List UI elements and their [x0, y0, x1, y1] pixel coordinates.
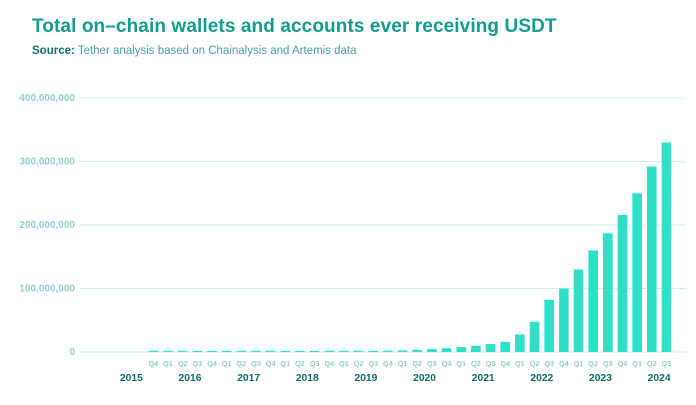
svg-text:Q2: Q2: [647, 359, 657, 368]
svg-text:Q2: Q2: [178, 359, 188, 368]
svg-text:Q4: Q4: [618, 359, 629, 368]
svg-text:Q3: Q3: [486, 359, 496, 368]
svg-text:Q2: Q2: [295, 359, 305, 368]
svg-text:400,000,000: 400,000,000: [19, 93, 75, 104]
svg-text:Q2: Q2: [588, 359, 598, 368]
svg-text:2016: 2016: [179, 373, 202, 384]
svg-text:2022: 2022: [530, 373, 553, 384]
svg-text:Q2: Q2: [471, 359, 481, 368]
svg-text:Q1: Q1: [339, 359, 349, 368]
svg-text:2020: 2020: [413, 373, 436, 384]
svg-text:Q2: Q2: [412, 359, 422, 368]
svg-text:Q4: Q4: [500, 359, 511, 368]
svg-text:Q1: Q1: [515, 359, 525, 368]
svg-text:Q2: Q2: [354, 359, 364, 368]
svg-text:2021: 2021: [472, 373, 495, 384]
svg-text:Q4: Q4: [324, 359, 335, 368]
svg-text:Q2: Q2: [530, 359, 540, 368]
svg-text:Q4: Q4: [148, 359, 159, 368]
svg-text:2017: 2017: [237, 373, 260, 384]
svg-text:2024: 2024: [648, 373, 671, 384]
svg-text:Q1: Q1: [574, 359, 584, 368]
svg-text:200,000,000: 200,000,000: [19, 220, 75, 231]
svg-text:Q1: Q1: [163, 359, 173, 368]
svg-text:Q3: Q3: [251, 359, 261, 368]
svg-text:Q4: Q4: [383, 359, 394, 368]
svg-text:Q4: Q4: [559, 359, 570, 368]
svg-text:2015: 2015: [120, 373, 143, 384]
svg-text:2019: 2019: [354, 373, 377, 384]
svg-text:Q1: Q1: [280, 359, 290, 368]
svg-text:Q4: Q4: [442, 359, 453, 368]
svg-text:Q3: Q3: [662, 359, 672, 368]
svg-text:Q3: Q3: [368, 359, 378, 368]
svg-text:Q4: Q4: [266, 359, 277, 368]
svg-text:Q3: Q3: [544, 359, 554, 368]
svg-text:Q1: Q1: [456, 359, 466, 368]
svg-text:Q4: Q4: [207, 359, 218, 368]
svg-text:Q3: Q3: [427, 359, 437, 368]
svg-text:2018: 2018: [296, 373, 319, 384]
svg-text:300,000,000: 300,000,000: [19, 157, 75, 168]
svg-text:Q1: Q1: [632, 359, 642, 368]
svg-text:100,000,000: 100,000,000: [19, 284, 75, 295]
svg-text:Q3: Q3: [310, 359, 320, 368]
svg-text:Q2: Q2: [236, 359, 246, 368]
svg-text:Q1: Q1: [222, 359, 232, 368]
svg-text:Q3: Q3: [192, 359, 202, 368]
svg-text:0: 0: [69, 347, 75, 358]
svg-text:Q1: Q1: [398, 359, 408, 368]
svg-text:Q3: Q3: [603, 359, 613, 368]
svg-text:2023: 2023: [589, 373, 612, 384]
